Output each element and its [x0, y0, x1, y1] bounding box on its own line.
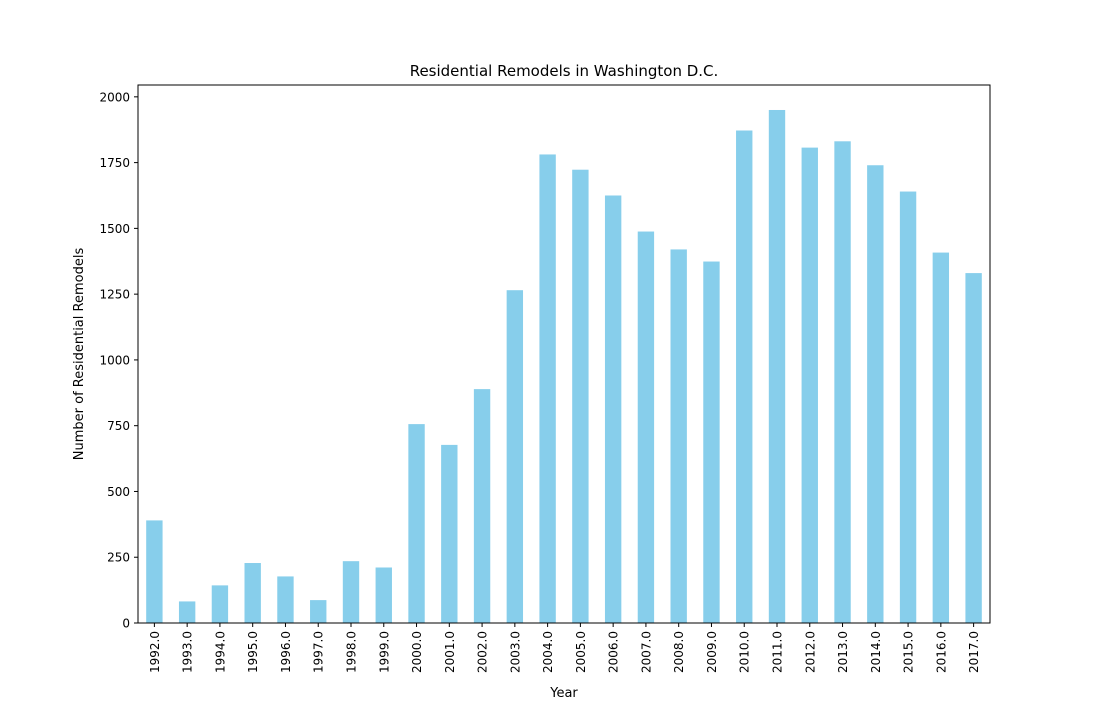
x-tick-label: 1993.0 — [181, 631, 195, 673]
chart-title: Residential Remodels in Washington D.C. — [410, 62, 719, 80]
x-tick-label: 1997.0 — [312, 631, 326, 673]
y-axis: 0 250 500 750 1000 1250 1500 1750 2000 — [99, 90, 138, 631]
bar-2001.0 — [441, 444, 458, 623]
x-tick-label: 1992.0 — [148, 631, 162, 673]
x-tick-label: 2015.0 — [902, 631, 916, 673]
x-tick-label: 2003.0 — [508, 631, 522, 673]
y-tick-label: 1750 — [99, 156, 130, 170]
x-tick-label: 1994.0 — [213, 631, 227, 673]
bar-2014.0 — [867, 165, 884, 624]
x-tick-label: 2017.0 — [967, 631, 981, 673]
bars-group — [146, 109, 982, 624]
x-tick-label: 1996.0 — [279, 631, 293, 673]
x-tick-label: 2014.0 — [869, 631, 883, 673]
x-tick-label: 2005.0 — [574, 631, 588, 673]
x-tick-label: 2012.0 — [803, 631, 817, 673]
bar-2004.0 — [539, 154, 556, 623]
y-tick-label: 2000 — [99, 90, 130, 104]
bar-1994.0 — [211, 585, 229, 623]
bar-2007.0 — [637, 231, 655, 624]
x-tick-label: 2011.0 — [771, 631, 785, 673]
bar-2005.0 — [572, 169, 589, 623]
y-tick-label: 750 — [107, 419, 130, 433]
bar-2012.0 — [801, 147, 818, 624]
bar-2013.0 — [834, 141, 851, 624]
plot-frame — [137, 84, 991, 624]
bar-1992.0 — [146, 520, 163, 623]
y-tick-label: 250 — [107, 551, 130, 565]
x-tick-label: 2008.0 — [672, 631, 686, 673]
x-tick-label: 1998.0 — [345, 631, 359, 673]
bar-2016.0 — [932, 252, 950, 623]
y-axis-label: Number of Residential Remodels — [72, 248, 87, 461]
x-tick-label: 2007.0 — [639, 631, 653, 673]
bar-2002.0 — [473, 389, 491, 623]
x-axis-label: Year — [549, 686, 578, 700]
bar-2008.0 — [670, 249, 687, 623]
x-tick-label: 2009.0 — [705, 631, 719, 673]
x-axis: 1992.0 1993.0 1994.0 1995.0 1996.0 1997.0 1998… — [148, 623, 981, 673]
bar-1999.0 — [375, 567, 392, 623]
x-tick-label: 1999.0 — [377, 631, 391, 673]
bar-2017.0 — [965, 273, 982, 623]
x-tick-label: 2016.0 — [934, 631, 948, 673]
bar-2010.0 — [736, 130, 753, 623]
bar-1997.0 — [310, 600, 327, 623]
y-tick-label: 1000 — [99, 353, 130, 367]
bar-2000.0 — [408, 424, 425, 623]
bar-1996.0 — [277, 576, 294, 623]
bar-2009.0 — [703, 261, 720, 623]
bar-2015.0 — [899, 191, 917, 624]
bar-2003.0 — [506, 290, 524, 623]
x-tick-label: 2000.0 — [410, 631, 424, 673]
x-tick-label: 1995.0 — [246, 631, 260, 673]
y-tick-label: 500 — [107, 485, 130, 499]
x-tick-label: 2004.0 — [541, 631, 555, 673]
bar-1998.0 — [342, 561, 360, 623]
x-tick-label: 2001.0 — [443, 631, 457, 673]
x-tick-label: 2013.0 — [836, 631, 850, 673]
bar-2006.0 — [604, 195, 622, 624]
bar-1995.0 — [244, 563, 261, 623]
bar-2011.0 — [768, 109, 786, 624]
x-tick-label: 2006.0 — [607, 631, 621, 673]
y-tick-label: 1500 — [99, 222, 130, 236]
bar-1993.0 — [178, 601, 196, 623]
y-tick-label: 0 — [122, 617, 130, 631]
x-tick-label: 2010.0 — [738, 631, 752, 673]
y-tick-label: 1250 — [99, 288, 130, 302]
x-tick-label: 2002.0 — [476, 631, 490, 673]
